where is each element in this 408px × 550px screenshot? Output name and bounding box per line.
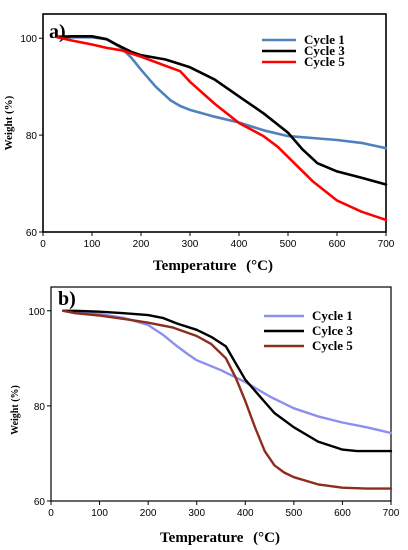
panel-a-y-ticks: 60 80 100 [20, 34, 43, 239]
panel-a-legend-label-3: Cycle 5 [304, 54, 345, 69]
panel-b-y-axis-label: Weight (%) [10, 385, 21, 435]
panel-b-legend-label-2: Cylce 3 [312, 323, 353, 338]
panel-b-x-tick-label: 600 [334, 508, 351, 519]
panel-a-x-tick-label: 100 [84, 239, 101, 250]
panel-a-x-ticks: 0 100 200 300 400 500 600 700 [40, 232, 395, 250]
panel-b-x-axis-label-text: Temperature [160, 530, 244, 546]
panel-a-x-tick-label: 400 [231, 239, 248, 250]
panel-b-legend-label-1: Cycle 1 [312, 308, 353, 323]
panel-b-y-tick-label: 60 [34, 497, 46, 508]
panel-b-x-tick-label: 400 [237, 508, 254, 519]
panel-a-x-tick-label: 700 [378, 239, 395, 250]
panel-a-series-line-3 [56, 36, 388, 222]
panel-b-x-ticks: 0 100 200 300 400 500 600 700 [48, 501, 400, 519]
panel-a-x-axis-label-text: Temperature [153, 258, 237, 274]
panel-a-series-line-2 [56, 35, 388, 186]
panel-a-legend-label-2: Cycle 3 [304, 43, 345, 58]
panel-a-x-tick-label: 300 [182, 239, 199, 250]
panel-b-x-axis-unit: (°C) [253, 530, 280, 546]
panel-a-y-tick-label: 100 [20, 34, 37, 45]
panel-b-series-line-3 [61, 309, 393, 490]
panel-b-x-tick-label: 500 [286, 508, 303, 519]
panel-a-x-tick-label: 200 [133, 239, 150, 250]
panel-a-x-tick-label: 0 [40, 239, 46, 250]
panel-b-legend-label-3: Cycle 5 [312, 338, 353, 353]
panel-b-y-ticks: 60 80 100 [28, 307, 51, 508]
panel-a-y-axis-label: Weight (%) [3, 95, 15, 150]
panel-b-x-axis-label: Temperature (°C) [160, 530, 280, 546]
panel-b-x-tick-label: 300 [188, 508, 205, 519]
panel-b-x-tick-label: 100 [91, 508, 108, 519]
panel-b-plot-frame [50, 286, 392, 502]
panel-a-y-tick-label: 60 [26, 228, 38, 239]
panel-a-y-tick-label: 80 [26, 131, 38, 142]
panel-b-series-group [61, 309, 393, 490]
panel-b-x-tick-label: 0 [48, 508, 54, 519]
panel-b-label: b) [58, 288, 76, 310]
panel-b-chart: b) 0 100 200 300 400 500 600 700 60 80 100 Cycle … [10, 286, 400, 546]
panel-b-x-tick-label: 200 [140, 508, 157, 519]
panel-a-x-axis-label: Temperature (°C) [153, 258, 273, 274]
panel-b-x-tick-label: 700 [383, 508, 400, 519]
panel-a-series-group [56, 35, 388, 222]
panel-a-x-axis-unit: (°C) [246, 258, 273, 274]
panel-a-x-tick-label: 500 [280, 239, 297, 250]
panel-b-y-tick-label: 80 [34, 402, 46, 413]
panel-b-y-tick-label: 100 [28, 307, 45, 318]
panel-b-series-line-2 [61, 309, 393, 453]
panel-a-x-tick-label: 600 [329, 239, 346, 250]
panel-a-legend-label-1: Cycle 1 [304, 32, 345, 47]
